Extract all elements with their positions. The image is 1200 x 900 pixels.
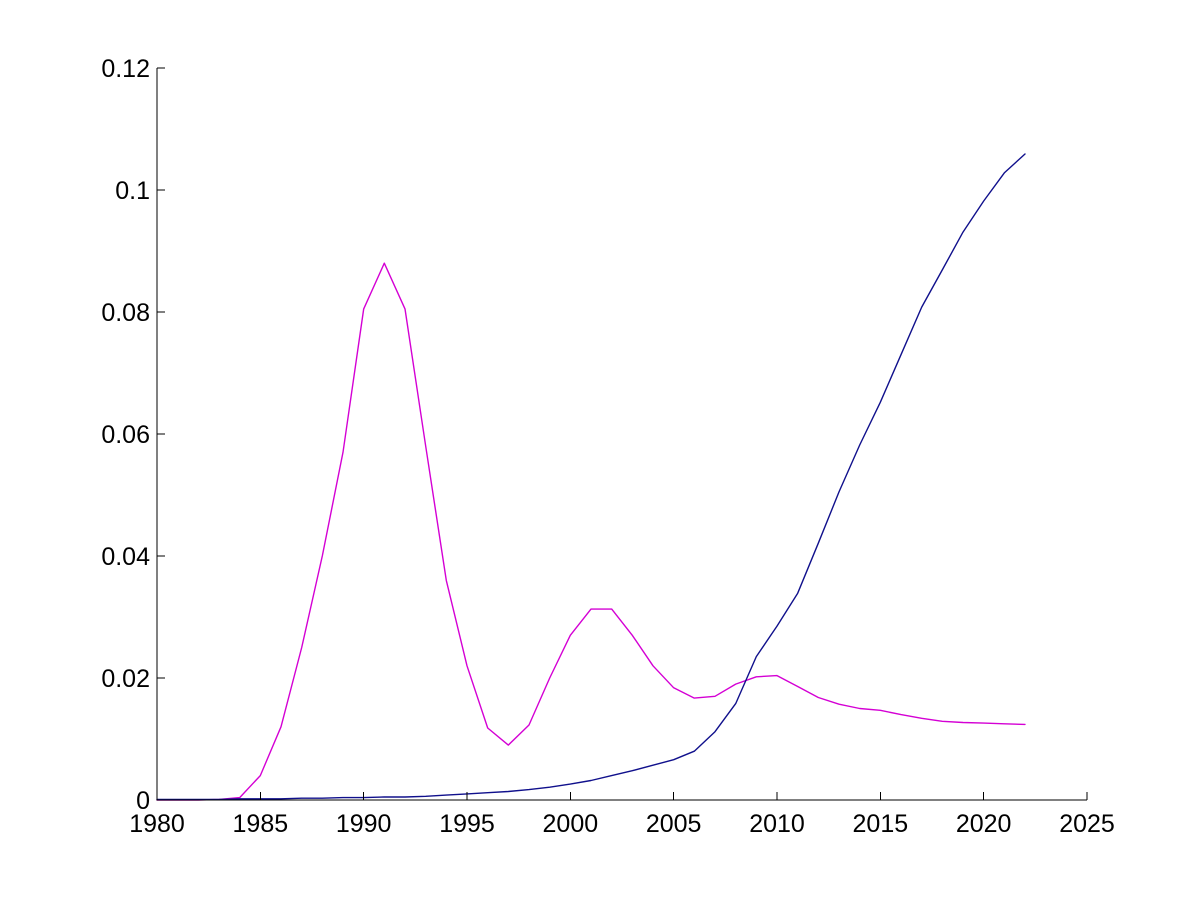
x-tick-label: 1980 xyxy=(129,810,185,838)
y-tick-label: 0.1 xyxy=(115,177,150,205)
x-tick-label: 2010 xyxy=(749,810,805,838)
y-tick-label: 0 xyxy=(136,787,150,815)
y-tick-label: 0.06 xyxy=(101,421,150,449)
y-tick-label: 0.12 xyxy=(101,55,150,83)
blue-line-series xyxy=(156,153,1026,801)
y-tick-label: 0.04 xyxy=(101,543,150,571)
x-tick-label: 1990 xyxy=(336,810,392,838)
axis-lines xyxy=(156,68,1087,801)
magenta-line-series xyxy=(156,262,1026,801)
x-tick-label: 2000 xyxy=(543,810,599,838)
x-tick-label: 2020 xyxy=(956,810,1012,838)
y-tick-label: 0.02 xyxy=(101,665,150,693)
x-tick-label: 1995 xyxy=(439,810,495,838)
x-tick-label: 1985 xyxy=(233,810,289,838)
y-tick-label: 0.08 xyxy=(101,299,150,327)
x-tick-label: 2015 xyxy=(853,810,909,838)
x-tick-label: 2025 xyxy=(1059,810,1115,838)
x-tick-label: 2005 xyxy=(646,810,702,838)
